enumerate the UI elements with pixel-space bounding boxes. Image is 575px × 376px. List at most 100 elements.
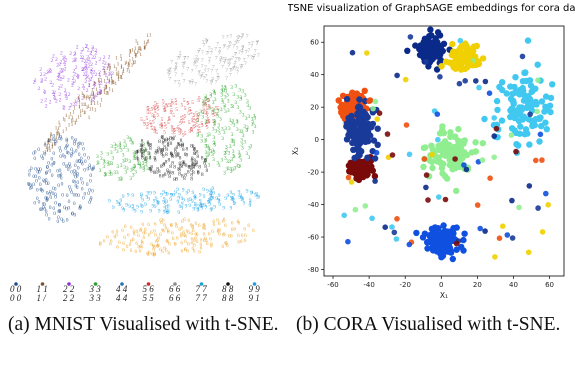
digit-glyph: 5 (147, 121, 150, 127)
digit-glyph: 3 (233, 123, 236, 129)
digit-glyph: 0 (59, 168, 62, 174)
digit-glyph: 6 (237, 240, 240, 246)
digit-glyph: 6 (222, 219, 225, 225)
digit-glyph: 6 (140, 245, 143, 251)
digit-glyph: 5 (153, 114, 156, 120)
scatter-point (364, 50, 370, 56)
digit-glyph: 3 (132, 150, 135, 156)
digit-glyph: 8 (171, 161, 174, 167)
digit-glyph: 0 (77, 141, 80, 147)
digit-glyph: 9 (177, 196, 180, 202)
digit-glyph: 0 (37, 167, 40, 173)
digit-glyph: 5 (205, 120, 208, 126)
scatter-point (449, 40, 456, 48)
digit-glyph: 8 (167, 170, 170, 176)
digit-glyph: 1 (98, 84, 101, 90)
digit-glyph: 1 (122, 69, 125, 75)
digit-glyph: 2 (52, 90, 55, 96)
legend-color-dot (14, 282, 18, 286)
scatter-point (549, 81, 556, 88)
digit-glyph: 0 (72, 179, 75, 185)
digit-glyph: 6 (99, 242, 102, 248)
digit-glyph: 3 (214, 119, 217, 125)
digit-glyph: 6 (218, 231, 221, 237)
digit-glyph: 8 (164, 172, 167, 178)
digit-glyph: 3 (212, 110, 215, 116)
digit-glyph: 0 (57, 219, 60, 225)
digit-glyph: 8 (193, 151, 196, 157)
scatter-point (456, 80, 463, 87)
digit-glyph: 9 (201, 205, 204, 211)
digit-glyph: 9 (255, 191, 258, 197)
digit-glyph: 1 (105, 91, 108, 97)
digit-glyph: 1 (54, 142, 57, 148)
digit-glyph: 1 (77, 114, 80, 120)
digit-glyph: 0 (45, 171, 48, 177)
digit-glyph: 5 (191, 118, 194, 124)
digit-glyph: 2 (102, 66, 105, 72)
digit-glyph: 7 (226, 58, 229, 64)
digit-glyph: 1 (105, 84, 108, 90)
scatter-point (526, 183, 533, 189)
digit-glyph: 8 (154, 150, 157, 156)
digit-glyph: 0 (32, 182, 35, 188)
scatter-point (461, 162, 467, 168)
digit-glyph: 9 (192, 207, 195, 213)
digit-glyph: 0 (44, 195, 47, 201)
digit-glyph: 2 (55, 99, 58, 105)
digit-glyph: 2 (56, 76, 59, 82)
digit-glyph: 0 (73, 192, 76, 198)
digit-glyph: 7 (183, 79, 186, 85)
digit-glyph: 2 (49, 99, 52, 105)
scatter-point (507, 107, 514, 114)
digit-glyph: 0 (70, 154, 73, 160)
digit-glyph: 3 (133, 164, 136, 170)
digit-glyph: 9 (194, 194, 197, 200)
digit-glyph: 5 (214, 112, 217, 118)
digit-glyph: 8 (196, 160, 199, 166)
scatter-point (492, 254, 498, 260)
digit-glyph: 9 (233, 200, 236, 206)
scatter-point (394, 72, 400, 79)
scatter-point (404, 47, 411, 54)
digit-glyph: 9 (158, 209, 161, 215)
digit-glyph: 7 (215, 69, 218, 75)
digit-glyph: 6 (203, 226, 206, 232)
digit-glyph: 3 (221, 99, 224, 105)
digit-glyph: 9 (210, 191, 213, 197)
digit-glyph: 2 (45, 104, 48, 110)
digit-glyph: 7 (243, 58, 246, 64)
y-tick-label: -40 (308, 201, 319, 209)
digit-glyph: 0 (41, 188, 44, 194)
scatter-point (493, 125, 500, 132)
digit-glyph: 0 (67, 163, 70, 169)
digit-glyph: 5 (207, 119, 210, 125)
digit-glyph: 0 (54, 192, 57, 198)
digit-glyph: 0 (78, 141, 81, 147)
digit-glyph: 3 (196, 131, 199, 137)
y-tick-label: 60 (310, 39, 319, 47)
digit-glyph: 3 (118, 143, 121, 149)
digit-glyph: 1 (137, 46, 140, 52)
y-tick-label: -80 (308, 266, 319, 274)
digit-glyph: 2 (40, 79, 43, 85)
digit-glyph: 5 (154, 106, 157, 112)
digit-glyph: 6 (157, 235, 160, 241)
cluster-digit-1: 1111111111111111111111111111111111111111… (42, 33, 152, 157)
digit-glyph: 0 (49, 205, 52, 211)
digit-glyph: 9 (192, 190, 195, 196)
digit-glyph: 2 (65, 94, 68, 100)
digit-glyph: 6 (231, 220, 234, 226)
digit-glyph: 1 (69, 112, 72, 118)
digit-glyph: 8 (184, 152, 187, 158)
digit-glyph: 8 (163, 161, 166, 167)
digit-glyph: 3 (129, 137, 132, 143)
digit-glyph: 0 (87, 166, 90, 172)
digit-glyph: 1 (110, 80, 113, 86)
digit-glyph: 9 (206, 189, 209, 195)
digit-glyph: 6 (184, 247, 187, 253)
digit-glyph: 8 (187, 169, 190, 175)
digit-glyph: 9 (134, 209, 137, 215)
digit-glyph: 2 (59, 97, 62, 103)
digit-glyph: 2 (47, 69, 50, 75)
